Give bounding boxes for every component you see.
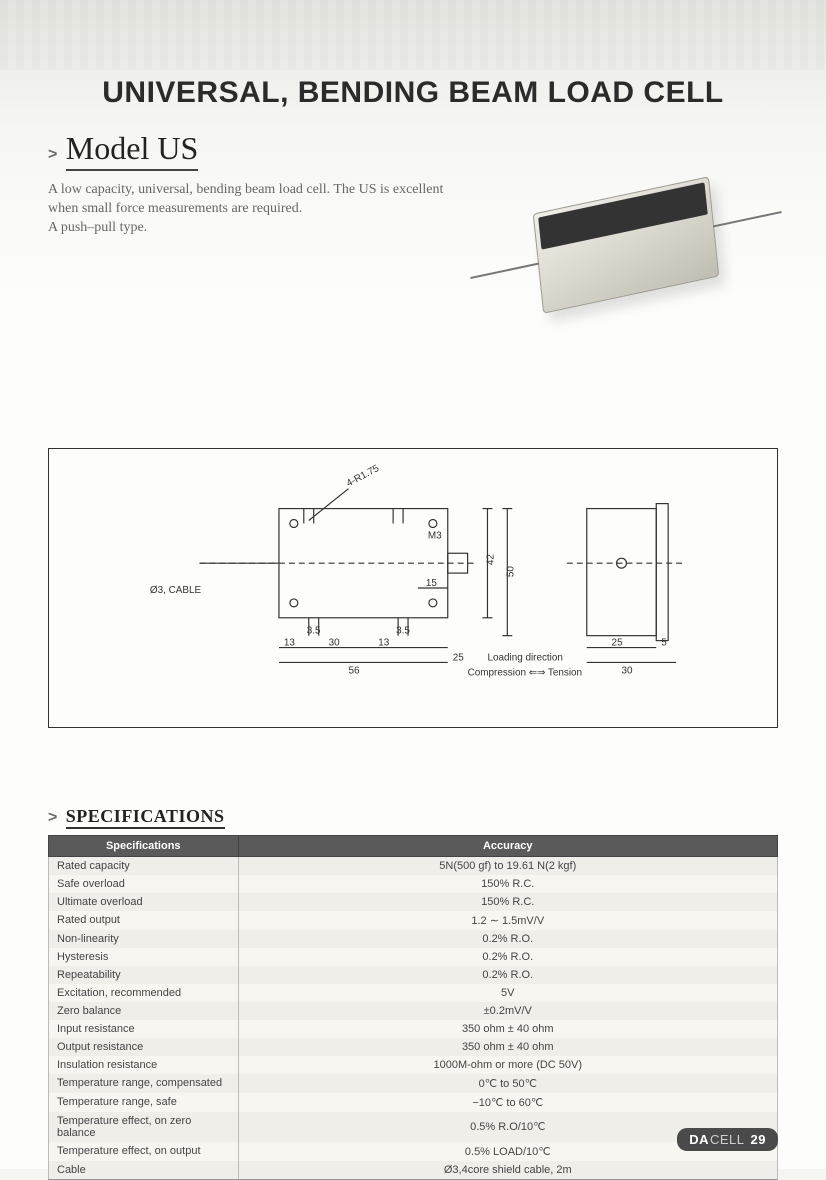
spec-name: Rated output (49, 911, 239, 930)
table-row: Rated output1.2 ∼ 1.5mV/V (49, 911, 778, 930)
dim-25a: 25 (453, 652, 465, 663)
brand-a: DA (689, 1132, 709, 1147)
dim-15: 15 (426, 578, 438, 589)
product-photo (536, 195, 756, 345)
page-category-title: UNIVERSAL, BENDING BEAM LOAD CELL (0, 76, 826, 110)
table-row: Insulation resistance1000M-ohm or more (… (49, 1056, 778, 1074)
table-row: Temperature effect, on output0.5% LOAD/1… (49, 1142, 778, 1161)
table-row: Safe overload150% R.C. (49, 875, 778, 893)
dim-56: 56 (348, 665, 360, 676)
spec-value: 0℃ to 50℃ (238, 1074, 777, 1093)
spec-name: Hysteresis (49, 948, 239, 966)
table-row: Repeatability0.2% R.O. (49, 966, 778, 984)
model-name: Model US (66, 130, 198, 171)
table-row: Rated capacity5N(500 gf) to 19.61 N(2 kg… (49, 856, 778, 875)
dim-3p5l: 3.5 (307, 625, 321, 636)
dim-hole: 4-R1.75 (345, 463, 382, 489)
spec-value: 1.2 ∼ 1.5mV/V (238, 911, 777, 930)
spec-value: 0.2% R.O. (238, 966, 777, 984)
table-row: Temperature range, compensated0℃ to 50℃ (49, 1074, 778, 1093)
dim-50: 50 (505, 565, 516, 577)
spec-name: Temperature range, safe (49, 1093, 239, 1112)
spec-value: −10℃ to 60℃ (238, 1093, 777, 1112)
spec-name: Excitation, recommended (49, 984, 239, 1002)
spec-col-1: Accuracy (238, 835, 777, 856)
spec-value: 350 ohm ± 40 ohm (238, 1038, 777, 1056)
spec-name: Rated capacity (49, 856, 239, 875)
table-row: Non-linearity0.2% R.O. (49, 930, 778, 948)
spec-name: Input resistance (49, 1020, 239, 1038)
spec-name: Non-linearity (49, 930, 239, 948)
dim-cable: Ø3, CABLE (150, 585, 202, 596)
loading-label: Loading direction (487, 652, 562, 663)
spec-name: Repeatability (49, 966, 239, 984)
table-row: Excitation, recommended5V (49, 984, 778, 1002)
arrows-label: Compression ⇐⇒ Tension (468, 667, 582, 678)
spec-name: Safe overload (49, 875, 239, 893)
dim-42: 42 (485, 553, 496, 565)
spec-value: 350 ohm ± 40 ohm (238, 1020, 777, 1038)
intro-line: A low capacity, universal, bending beam … (48, 181, 450, 219)
top-decoration (0, 0, 826, 70)
technical-drawing: Ø3, CABLE 4-R1.75 M3 42 50 15 13 30 3.5 … (48, 448, 778, 728)
model-intro: A low capacity, universal, bending beam … (48, 181, 450, 238)
spec-name: Temperature effect, on zero balance (49, 1112, 239, 1142)
dim-13r: 13 (378, 637, 390, 648)
table-row: CableØ3,4core shield cable, 2m (49, 1161, 778, 1180)
model-caret: > (48, 146, 57, 163)
spec-caret: > (48, 809, 57, 826)
spec-col-0: Specifications (49, 835, 239, 856)
spec-name: Temperature effect, on output (49, 1142, 239, 1161)
dim-13l: 13 (284, 637, 296, 648)
spec-name: Insulation resistance (49, 1056, 239, 1074)
table-row: Input resistance350 ohm ± 40 ohm (49, 1020, 778, 1038)
spec-value: Ø3,4core shield cable, 2m (238, 1161, 777, 1180)
dim-3p5r: 3.5 (396, 625, 410, 636)
dim-m3: M3 (428, 530, 442, 541)
intro-line: A push–pull type. (48, 219, 450, 238)
spec-name: Cable (49, 1161, 239, 1180)
spec-value: 0.2% R.O. (238, 930, 777, 948)
table-row: Output resistance350 ohm ± 40 ohm (49, 1038, 778, 1056)
spec-value: 5N(500 gf) to 19.61 N(2 kgf) (238, 856, 777, 875)
dim-5: 5 (661, 637, 667, 648)
dim-30b: 30 (622, 665, 634, 676)
table-row: Temperature range, safe−10℃ to 60℃ (49, 1093, 778, 1112)
dim-30: 30 (329, 637, 341, 648)
spec-name: Output resistance (49, 1038, 239, 1056)
spec-name: Zero balance (49, 1002, 239, 1020)
page-number: 29 (751, 1132, 766, 1147)
dim-25b: 25 (612, 637, 624, 648)
spec-name: Temperature range, compensated (49, 1074, 239, 1093)
spec-value: 150% R.C. (238, 893, 777, 911)
spec-table: Specifications Accuracy Rated capacity5N… (48, 835, 778, 1180)
table-row: Ultimate overload150% R.C. (49, 893, 778, 911)
table-row: Temperature effect, on zero balance0.5% … (49, 1112, 778, 1142)
page-footer: DACELL 29 (677, 1128, 778, 1151)
table-row: Zero balance±0.2mV/V (49, 1002, 778, 1020)
spec-value: 5V (238, 984, 777, 1002)
spec-value: 150% R.C. (238, 875, 777, 893)
brand-b: CELL (710, 1132, 745, 1147)
spec-name: Ultimate overload (49, 893, 239, 911)
spec-value: ±0.2mV/V (238, 1002, 777, 1020)
table-row: Hysteresis0.2% R.O. (49, 948, 778, 966)
spec-value: 0.2% R.O. (238, 948, 777, 966)
model-heading: > Model US (48, 130, 778, 171)
spec-value: 1000M-ohm or more (DC 50V) (238, 1056, 777, 1074)
spec-title: SPECIFICATIONS (66, 806, 225, 829)
